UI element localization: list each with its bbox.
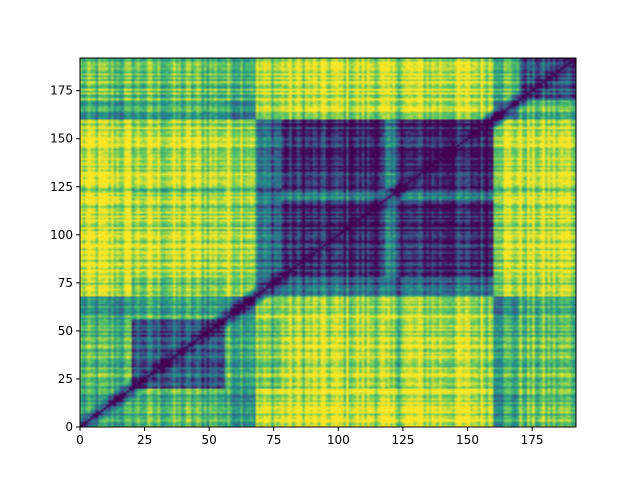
x-tick-label: 25: [137, 433, 152, 447]
y-tick-label: 0: [65, 420, 73, 434]
x-axis: 0 25 50 75 100 125 150 175: [76, 427, 544, 447]
y-tick-label: 100: [50, 228, 73, 242]
y-tick-label: 150: [50, 132, 73, 146]
y-tick-label: 25: [58, 372, 73, 386]
y-tick-label: 50: [58, 324, 73, 338]
x-tick-label: 100: [327, 433, 350, 447]
x-tick-label: 75: [266, 433, 281, 447]
y-axis: 0 25 50 75 100 125 150 175: [50, 84, 80, 434]
x-tick-label: 150: [456, 433, 479, 447]
x-tick-label: 0: [76, 433, 84, 447]
x-tick-label: 175: [521, 433, 544, 447]
y-tick-label: 175: [50, 84, 73, 98]
y-tick-label: 75: [58, 276, 73, 290]
heatmap-image: [80, 58, 576, 427]
plot-area: [79, 57, 577, 428]
x-tick-label: 50: [202, 433, 217, 447]
axes-frame: [79, 57, 577, 428]
x-tick-label: 125: [391, 433, 414, 447]
y-tick-label: 125: [50, 180, 73, 194]
